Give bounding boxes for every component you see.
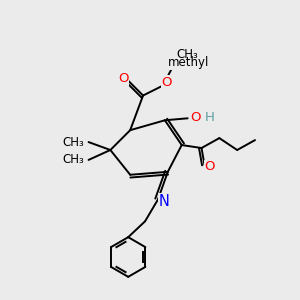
Text: CH₃: CH₃ bbox=[177, 48, 199, 62]
Text: CH₃: CH₃ bbox=[63, 136, 85, 148]
Text: N: N bbox=[158, 194, 169, 209]
Text: methyl: methyl bbox=[168, 56, 209, 69]
Text: O: O bbox=[204, 160, 215, 173]
Text: O: O bbox=[190, 111, 201, 124]
Text: O: O bbox=[162, 76, 172, 89]
Text: H: H bbox=[205, 111, 214, 124]
Text: O: O bbox=[118, 72, 128, 85]
Text: CH₃: CH₃ bbox=[63, 153, 85, 167]
